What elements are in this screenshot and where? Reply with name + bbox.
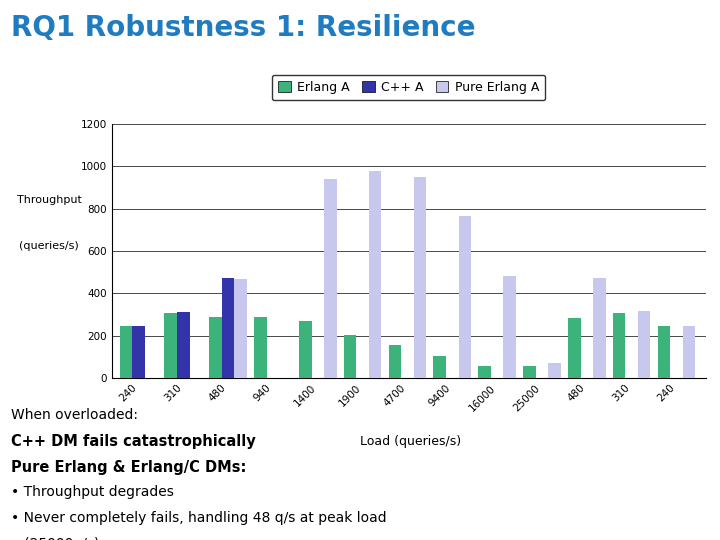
Bar [222,278,235,378]
Bar [523,366,536,378]
Bar [433,356,446,378]
Text: (25000q/s): (25000q/s) [11,537,99,540]
Bar [459,216,471,378]
Text: • Throughput degrades: • Throughput degrades [11,485,174,500]
Bar [548,363,561,378]
Bar [299,321,312,378]
Bar [638,312,650,378]
Text: Pure Erlang & Erlang/C DMs:: Pure Erlang & Erlang/C DMs: [11,460,246,475]
Bar [235,279,247,378]
Bar [254,316,266,378]
Text: When overloaded:: When overloaded: [11,408,138,422]
Bar [369,171,382,378]
Bar [593,278,606,378]
Bar [478,366,491,378]
Bar [503,276,516,378]
Bar [683,326,696,378]
Bar [613,314,626,378]
Bar [414,177,426,378]
Text: Throughput: Throughput [17,195,81,205]
Legend: Erlang A, C++ A, Pure Erlang A: Erlang A, C++ A, Pure Erlang A [272,75,545,100]
Bar [177,313,189,378]
Text: • Never completely fails, handling 48 q/s at peak load: • Never completely fails, handling 48 q/… [11,511,387,525]
Bar [324,179,337,378]
Text: C++ DM fails catastrophically: C++ DM fails catastrophically [11,434,256,449]
Bar [210,316,222,378]
Bar [389,345,401,378]
Text: Load (queries/s): Load (queries/s) [360,435,461,448]
Bar [568,318,580,378]
Bar [132,326,145,378]
Text: (queries/s): (queries/s) [19,241,79,251]
Text: RQ1 Robustness 1: Resilience: RQ1 Robustness 1: Resilience [11,14,475,42]
Bar [120,326,132,378]
Bar [164,314,177,378]
Bar [344,335,356,378]
Bar [657,326,670,378]
